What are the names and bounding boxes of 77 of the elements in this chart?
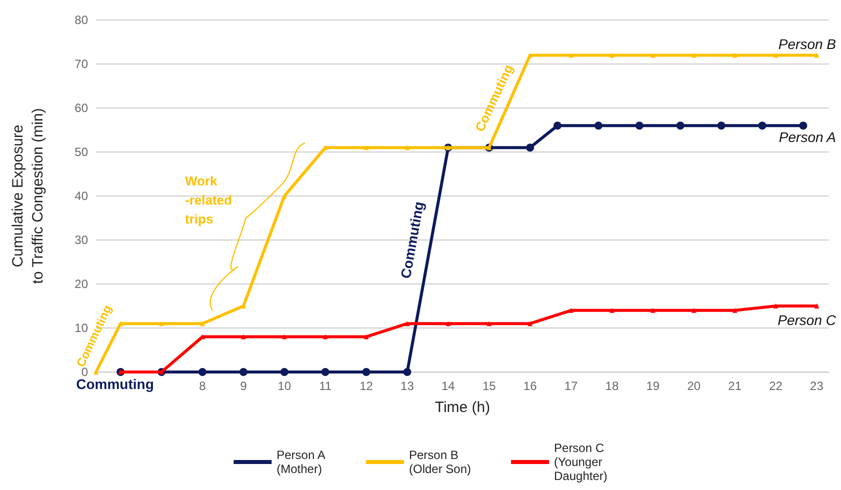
point bbox=[814, 52, 820, 58]
point bbox=[198, 368, 206, 376]
point bbox=[159, 321, 164, 326]
annotation: Person B bbox=[778, 36, 836, 52]
point bbox=[282, 194, 287, 198]
y-tick-label: 20 bbox=[74, 277, 88, 291]
point bbox=[650, 52, 656, 58]
point bbox=[528, 52, 533, 58]
y-axis-title: Cumulative Exposure to Traffic Congestion (min) bbox=[10, 108, 46, 284]
x-tick-label: 19 bbox=[646, 379, 660, 393]
point bbox=[526, 144, 534, 152]
y-tick-label: 0 bbox=[81, 365, 88, 379]
y-tick-label: 70 bbox=[74, 57, 88, 71]
point bbox=[239, 368, 248, 376]
legend-label: Person A (Mother) bbox=[276, 448, 326, 476]
y-tick-label: 60 bbox=[74, 101, 88, 115]
y-tick-label: 40 bbox=[74, 189, 88, 203]
point bbox=[773, 52, 778, 58]
x-tick-label: 18 bbox=[605, 379, 619, 393]
point bbox=[282, 334, 287, 340]
legend-label: Person C (Younger Daughter) bbox=[554, 441, 608, 483]
point bbox=[609, 52, 614, 58]
annotation: Person C bbox=[778, 312, 837, 328]
point bbox=[321, 368, 330, 376]
y-tick-label: 80 bbox=[74, 13, 88, 27]
point bbox=[650, 308, 656, 313]
annotation: Person A bbox=[778, 129, 836, 145]
x-tick-label: 17 bbox=[564, 379, 578, 393]
x-tick-label: 13 bbox=[400, 379, 414, 393]
point bbox=[773, 304, 778, 308]
point bbox=[403, 368, 412, 376]
point bbox=[691, 308, 696, 313]
x-tick-label: 11 bbox=[319, 379, 332, 393]
x-tick-label: 15 bbox=[482, 379, 496, 393]
point bbox=[486, 321, 492, 326]
point bbox=[404, 145, 410, 150]
x-tick-label: 21 bbox=[728, 379, 742, 393]
point bbox=[362, 368, 370, 376]
point bbox=[676, 122, 684, 130]
y-tick-label: 30 bbox=[74, 233, 88, 247]
text: Commuting bbox=[76, 376, 154, 392]
x-tick-label: 8 bbox=[199, 379, 206, 393]
point bbox=[528, 321, 533, 326]
y-tick-label: 50 bbox=[74, 145, 88, 159]
point bbox=[568, 52, 574, 58]
legend-label: Person B (Older Son) bbox=[408, 448, 472, 476]
point bbox=[240, 334, 246, 340]
point bbox=[799, 122, 808, 130]
x-tick-label: 16 bbox=[523, 379, 538, 393]
point bbox=[568, 308, 574, 313]
x-tick-label: 10 bbox=[278, 379, 292, 393]
x-tick-label: 14 bbox=[441, 379, 456, 393]
point bbox=[364, 145, 369, 150]
point bbox=[635, 122, 644, 130]
point bbox=[758, 122, 766, 130]
point bbox=[814, 304, 820, 308]
point bbox=[280, 368, 288, 376]
point bbox=[609, 308, 614, 313]
point bbox=[322, 334, 328, 340]
point bbox=[717, 122, 726, 130]
point bbox=[404, 321, 410, 326]
annotation: Work -related trips bbox=[185, 174, 232, 226]
point bbox=[364, 334, 369, 340]
point bbox=[594, 122, 602, 130]
point bbox=[446, 321, 451, 326]
x-tick-label: 23 bbox=[810, 379, 824, 393]
point bbox=[732, 308, 738, 313]
point bbox=[732, 52, 738, 58]
x-tick-label: 12 bbox=[360, 379, 374, 393]
line-series bbox=[118, 304, 820, 374]
x-tick-label: 9 bbox=[240, 379, 248, 393]
x-tick-label: 22 bbox=[769, 379, 783, 393]
point bbox=[691, 52, 696, 58]
point bbox=[200, 321, 205, 326]
point bbox=[554, 122, 562, 130]
x-tick-label: 20 bbox=[687, 379, 701, 393]
x-axis-title: Time (h) bbox=[434, 399, 490, 416]
